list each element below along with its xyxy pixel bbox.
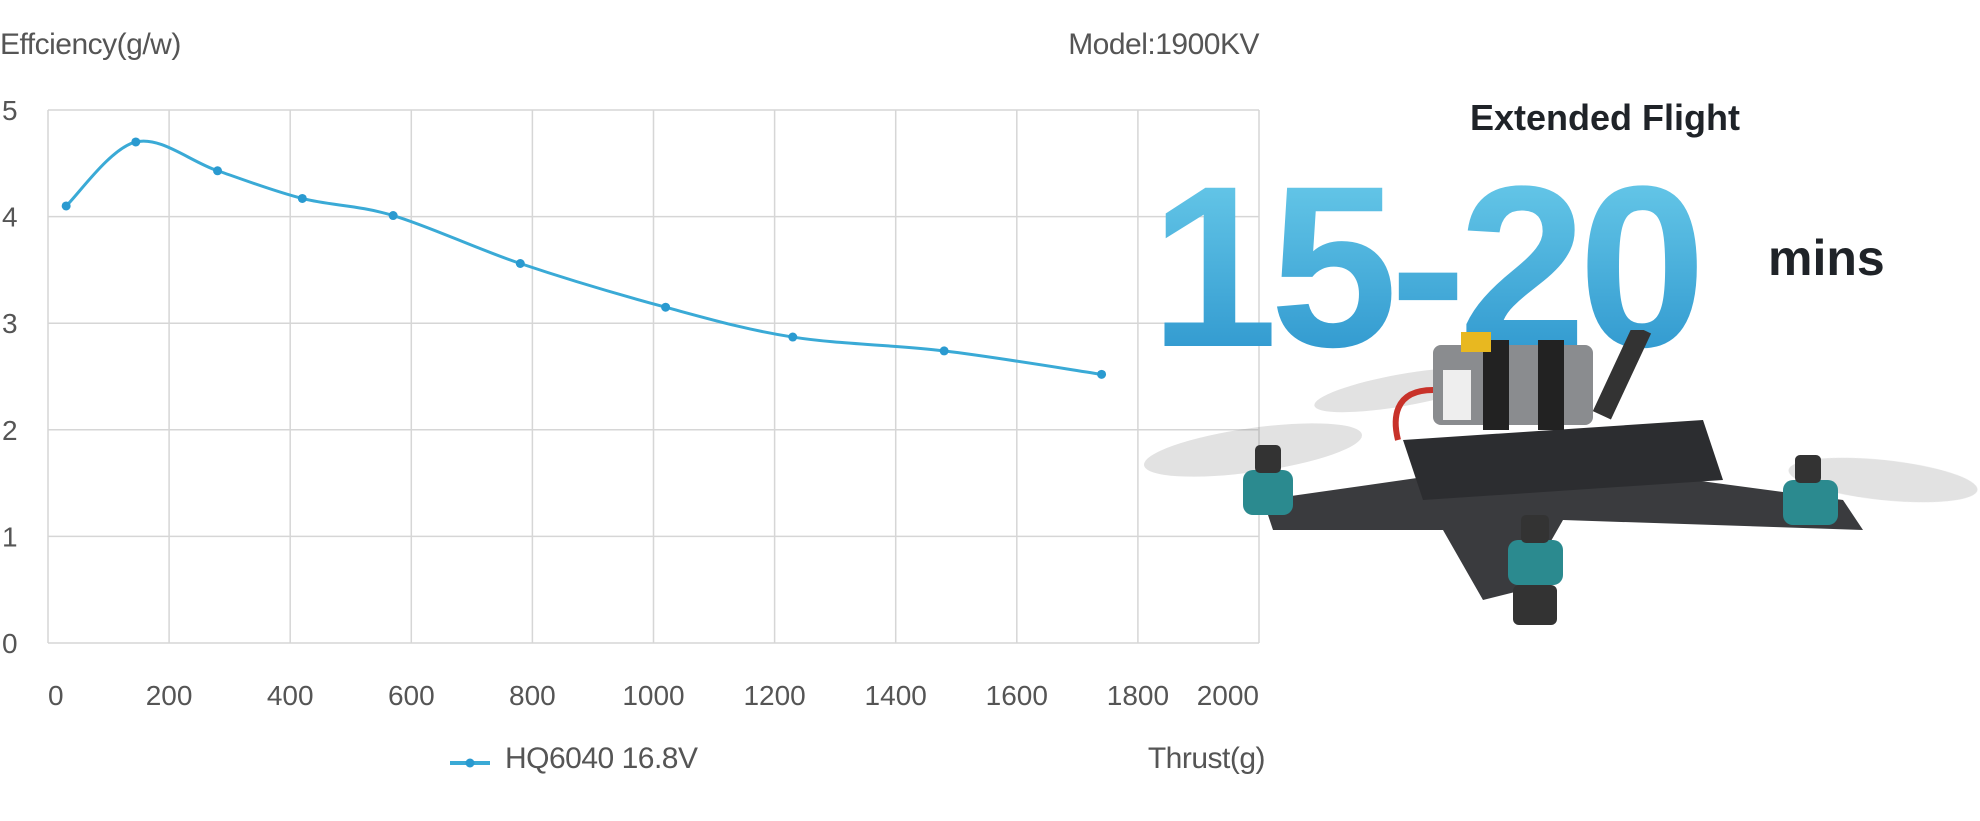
x-tick-label: 2000 (1197, 680, 1259, 711)
flight-time-range: 15-20 (1150, 138, 1706, 395)
promo-title: Extended Flight (1470, 97, 1740, 138)
y-tick-label: 4 (2, 202, 18, 233)
x-tick-label: 600 (388, 680, 435, 711)
data-point (661, 302, 671, 312)
data-point (213, 166, 223, 176)
legend-label: HQ6040 16.8V (505, 742, 698, 775)
data-point (131, 137, 141, 147)
x-tick-label: 1000 (622, 680, 684, 711)
data-point (61, 201, 71, 211)
x-tick-label: 800 (509, 680, 556, 711)
data-point (939, 346, 949, 356)
data-point (388, 211, 398, 221)
data-point (788, 332, 798, 342)
y-tick-label: 5 (2, 95, 18, 126)
y-axis-label: Effciency(g/w) (0, 28, 181, 61)
x-tick-label: 0 (48, 680, 64, 711)
efficiency-chart: 0 200 400 600 800 1000 1200 1400 1600 1800 2000 0 1 2… (2, 95, 1260, 768)
x-tick-label: 1400 (865, 680, 927, 711)
x-axis-label: Thrust(g) (1147, 742, 1266, 775)
model-annotation: Model:1900KV (1068, 28, 1259, 61)
y-tick-label: 2 (2, 415, 18, 446)
data-point (1097, 369, 1107, 379)
x-tick-label: 1800 (1107, 680, 1169, 711)
flight-time-unit: mins (1768, 230, 1885, 286)
y-tick-label: 1 (2, 521, 18, 552)
legend-marker (465, 758, 475, 768)
x-tick-label: 400 (267, 680, 314, 711)
x-tick-label: 1600 (986, 680, 1048, 711)
drone-image (1144, 330, 1978, 625)
y-tick-label: 0 (2, 628, 18, 659)
y-tick-label: 3 (2, 308, 18, 339)
data-point (297, 193, 307, 203)
data-point (515, 259, 525, 269)
series-line (65, 139, 1102, 376)
x-tick-label: 200 (146, 680, 193, 711)
x-tick-label: 1200 (743, 680, 805, 711)
